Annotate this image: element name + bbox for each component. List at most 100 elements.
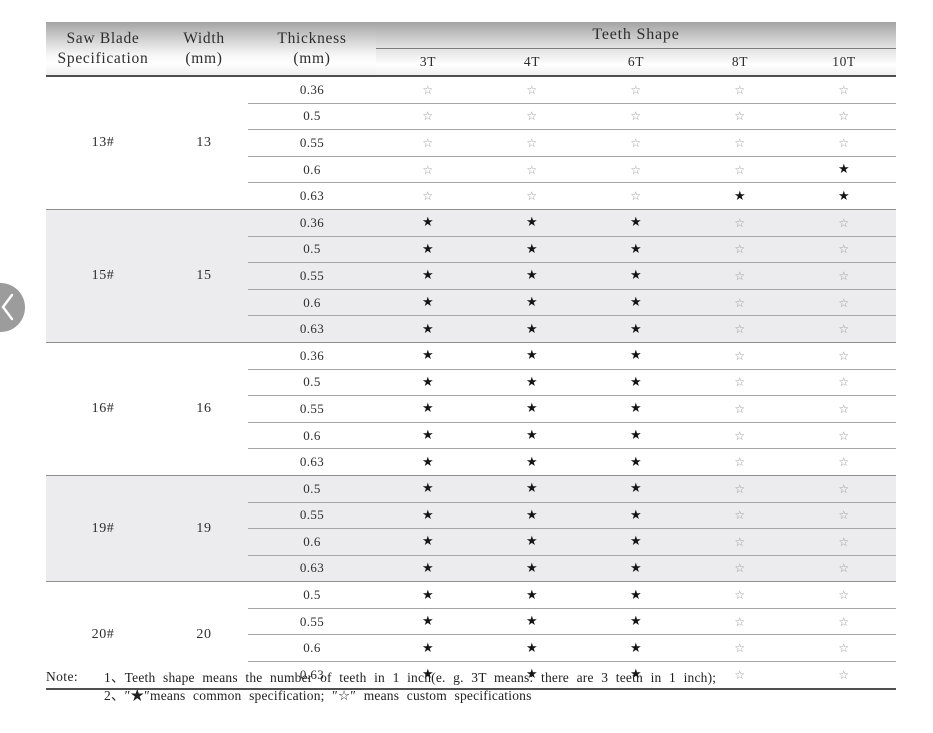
filled-star-icon: ★: [480, 368, 584, 396]
note-line-2: 2、″★″means common specification; ″☆″ mea…: [104, 687, 532, 703]
filled-star-icon: ★: [376, 288, 480, 316]
hollow-star-icon: ☆: [630, 82, 642, 97]
thickness-cell: 0.63: [248, 661, 376, 688]
filled-star-icon: ★: [584, 607, 688, 635]
table-row: 0.6 ★ ★ ★ ☆ ☆: [46, 421, 897, 449]
table-row: 0.5 ★ ★ ★ ☆ ☆: [46, 235, 897, 263]
filled-star-icon: ★: [584, 634, 688, 662]
table-row: 0.63 ★ ★ ★ ☆ ☆: [46, 554, 897, 582]
filled-star-icon: ★: [480, 341, 584, 370]
filled-star-icon: ★: [480, 288, 584, 316]
table-row: 0.55 ★ ★ ★ ☆ ☆: [46, 607, 897, 635]
width-cell: 16: [160, 341, 248, 476]
filled-star-icon: ★: [584, 501, 688, 529]
table-body: 13# 13 0.36 ☆ ☆ ☆ ☆ ☆ 0.5 ☆ ☆ ☆ ☆ ☆ 0.55 ☆ ☆ ☆ ☆ ☆ 0.6 ☆ ☆ ☆ ☆ ★ 0…: [46, 76, 897, 688]
hollow-star-icon: ☆: [734, 82, 746, 97]
filled-star-icon: ★: [584, 288, 688, 316]
thickness-cell: 0.55: [248, 395, 376, 423]
hollow-star-icon: ☆: [688, 421, 792, 449]
filled-star-icon: ★: [376, 341, 480, 370]
filled-star-icon: ★: [376, 607, 480, 635]
table-row: 0.6 ★ ★ ★ ☆ ☆: [46, 528, 897, 556]
filled-star-icon: ★: [376, 474, 480, 502]
filled-star-icon: ★: [376, 235, 480, 263]
filled-star-icon: ★: [376, 262, 480, 290]
col-header-spec: Saw Blade Specification: [46, 22, 160, 77]
filled-star-icon: ★: [480, 421, 584, 449]
filled-star-icon: ★: [792, 155, 897, 183]
filled-star-icon: ★: [584, 341, 688, 370]
thickness-cell: 0.55: [248, 129, 376, 157]
col-header-width-line1: Width: [183, 29, 225, 47]
hollow-star-icon: ☆: [376, 155, 480, 183]
filled-star-icon: ★: [584, 581, 688, 609]
hollow-star-icon: ☆: [688, 448, 792, 476]
table-row: 0.63 ★ ★ ★ ☆ ☆: [46, 661, 897, 688]
filled-star-icon: ★: [376, 581, 480, 609]
filled-star-icon: ★: [584, 315, 688, 343]
hollow-star-icon: ☆: [376, 129, 480, 157]
hollow-star-icon: ☆: [792, 315, 897, 343]
filled-star-icon: ★: [480, 501, 584, 529]
table-row: 0.55 ★ ★ ★ ☆ ☆: [46, 501, 897, 529]
hollow-star-icon: ☆: [584, 182, 688, 210]
hollow-star-icon: ☆: [422, 82, 434, 97]
hollow-star-icon: ☆: [688, 315, 792, 343]
table-row: 0.6 ★ ★ ★ ☆ ☆: [46, 634, 897, 662]
thickness-cell: 0.5: [248, 235, 376, 263]
hollow-star-icon: ☆: [688, 102, 792, 130]
thickness-cell: 0.6: [248, 528, 376, 556]
thickness-cell: 0.6: [248, 421, 376, 449]
table-row: 0.5 ★ ★ ★ ☆ ☆: [46, 368, 897, 396]
thickness-cell: 0.55: [248, 607, 376, 635]
table-row: 20# 20 0.5 ★ ★ ★ ☆ ☆: [46, 581, 897, 688]
hollow-star-icon: ☆: [480, 182, 584, 210]
hollow-star-icon: ☆: [792, 448, 897, 476]
carousel-prev-button[interactable]: [0, 283, 25, 332]
hollow-star-icon: ☆: [688, 368, 792, 396]
hollow-star-icon: ☆: [792, 262, 897, 290]
hollow-star-icon: ☆: [480, 102, 584, 130]
filled-star-icon: ★: [480, 315, 584, 343]
thickness-cell: 0.36: [299, 81, 325, 97]
width-cell: 13: [196, 134, 212, 150]
hollow-star-icon: ☆: [792, 581, 897, 609]
hollow-star-icon: ☆: [792, 235, 897, 263]
filled-star-icon: ★: [480, 235, 584, 263]
filled-star-icon: ★: [480, 395, 584, 423]
hollow-star-icon: ☆: [688, 581, 792, 609]
thickness-cell: 0.5: [248, 102, 376, 130]
filled-star-icon: ★: [584, 528, 688, 556]
filled-star-icon: ★: [584, 421, 688, 449]
filled-star-icon: ★: [376, 661, 480, 688]
col-header-8t: 8T: [688, 48, 792, 77]
filled-star-icon: ★: [376, 421, 480, 449]
hollow-star-icon: ☆: [792, 288, 897, 316]
hollow-star-icon: ☆: [688, 501, 792, 529]
table-row: 0.5 ☆ ☆ ☆ ☆ ☆: [46, 102, 897, 130]
col-header-spec-line2: Specification: [57, 49, 149, 67]
table-row: 16# 16 0.36 ★ ★ ★ ☆ ☆: [46, 341, 897, 476]
thickness-cell: 0.36: [248, 341, 376, 370]
filled-star-icon: ★: [480, 554, 584, 582]
filled-star-icon: ★: [480, 607, 584, 635]
filled-star-icon: ★: [480, 208, 584, 237]
hollow-star-icon: ☆: [838, 82, 850, 97]
hollow-star-icon: ☆: [792, 634, 897, 662]
hollow-star-icon: ☆: [688, 288, 792, 316]
filled-star-icon: ★: [376, 501, 480, 529]
hollow-star-icon: ☆: [688, 208, 792, 237]
filled-star-icon: ★: [376, 368, 480, 396]
hollow-star-icon: ☆: [584, 155, 688, 183]
filled-star-icon: ★: [584, 474, 688, 502]
table-row: 0.6 ★ ★ ★ ☆ ☆: [46, 288, 897, 316]
thickness-cell: 0.63: [248, 554, 376, 582]
hollow-star-icon: ☆: [792, 102, 897, 130]
table-row: 0.6 ☆ ☆ ☆ ☆ ★: [46, 155, 897, 183]
width-cell: 15: [160, 208, 248, 343]
hollow-star-icon: ☆: [688, 235, 792, 263]
spec-table: Saw Blade Specification Width (mm) Thick…: [46, 22, 897, 690]
filled-star-icon: ★: [376, 634, 480, 662]
thickness-cell: 0.6: [248, 155, 376, 183]
hollow-star-icon: ☆: [688, 341, 792, 370]
